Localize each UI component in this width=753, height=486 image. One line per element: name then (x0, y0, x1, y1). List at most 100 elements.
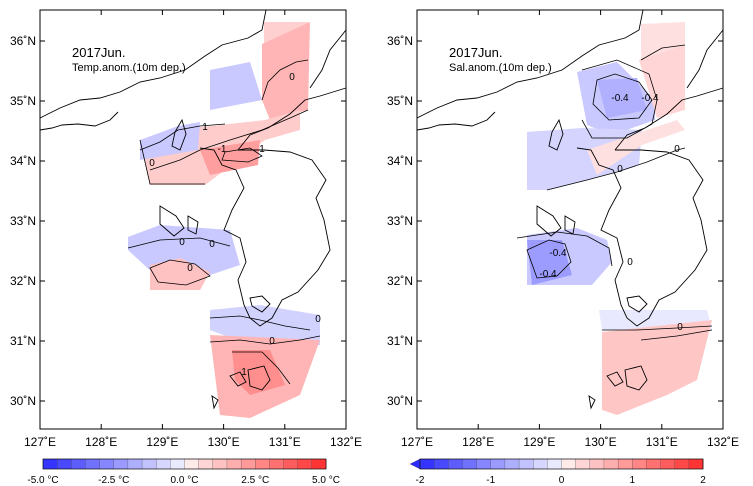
colorbar-swatch (490, 458, 506, 470)
lat-label: 32˚N (387, 274, 413, 288)
colorbar-swatch (617, 458, 633, 470)
lat-label: 36˚N (387, 34, 413, 48)
colorbar-swatch (255, 458, 270, 470)
lat-label: 30˚N (10, 394, 36, 408)
colorbar-swatch (226, 458, 242, 470)
lat-label: 36˚N (10, 34, 36, 48)
colorbar-arrow (409, 458, 421, 470)
contour-line (526, 239, 572, 279)
contour-lines (127, 59, 321, 385)
contour-line (516, 231, 613, 267)
contour-label: 0 (674, 144, 680, 155)
lat-label: 34˚N (387, 154, 413, 168)
contour-label: 0 (627, 257, 633, 268)
colorbar-swatch (71, 458, 86, 470)
contour-lines (516, 44, 713, 341)
contour-label: 0 (289, 72, 295, 83)
colorbar-frame (42, 458, 327, 470)
lon-label: 132˚E (330, 435, 362, 449)
contour-label: 1 (202, 122, 208, 133)
contour-label: 1 (259, 144, 265, 155)
coastline-segment (229, 371, 247, 387)
salinity-anomaly-map: -0.4 -0.4 0 0 0 -0.4 -0.4 0 127˚E 128˚E 129˚E 130˚… (377, 0, 753, 486)
lat-label: 33˚N (387, 214, 413, 228)
temperature-anomaly-map: 0 1 0 -1 0 0 0 0 0 1 1 127˚E 128˚E 129˚E 130˚E 131˚E 13… (0, 0, 376, 486)
colorbar-label: -5.0 °C (27, 475, 58, 486)
colorbar-swatch (533, 458, 548, 470)
colorbar-label: -1 (486, 475, 495, 486)
colorbar-swatch (575, 458, 591, 470)
contour-line (221, 147, 263, 163)
contour-label: -0.4 (641, 93, 659, 104)
colorbar-swatch (99, 458, 115, 470)
colorbar-swatch (198, 458, 214, 470)
lat-label: 31˚N (387, 334, 413, 348)
contour-label: 0 (179, 237, 185, 248)
lon-label: 129˚E (523, 435, 555, 449)
coastline-segment (249, 295, 271, 313)
coastline-segment (416, 9, 644, 119)
contour-line (139, 123, 226, 151)
colorbar-swatch (476, 458, 492, 470)
contour-label: -0.4 (539, 269, 557, 280)
colorbar-label: 0.0 °C (171, 475, 199, 486)
contour-line (546, 147, 686, 191)
colorbar-swatch (547, 458, 562, 470)
coastline-segment (211, 395, 219, 410)
colorbar-swatch (434, 458, 449, 470)
colorbar-swatch (311, 458, 327, 470)
coastline-segment (548, 118, 564, 151)
colorbar-label: 2 (700, 475, 706, 486)
lon-label: 131˚E (646, 435, 678, 449)
coastline-segment (237, 87, 347, 151)
colorbar-swatch (462, 458, 478, 470)
colorbar-swatch (448, 458, 463, 470)
contour-label: 1 (241, 367, 247, 378)
contour-labels: -0.4 -0.4 0 0 0 -0.4 -0.4 0 (539, 93, 683, 333)
coastline-segment (606, 371, 624, 387)
colorbar-label: -2.5 °C (98, 475, 129, 486)
colorbar: -2 -1 0 1 2 (409, 458, 706, 486)
contour-label: 0 (617, 164, 623, 175)
lat-label: 34˚N (10, 154, 36, 168)
colorbar-swatch (127, 458, 143, 470)
lon-label: 130˚E (208, 435, 240, 449)
coastline-segment (39, 111, 119, 131)
temperature-map-canvas: 0 1 0 -1 0 0 0 0 0 1 1 127˚E 128˚E 129˚E 130˚E 131˚E 13… (10, 9, 362, 486)
map-frame (39, 9, 347, 430)
lon-label: 132˚E (707, 435, 739, 449)
coastline (416, 9, 724, 410)
coastline-segment (171, 118, 187, 151)
map-title: 2017Jun. (449, 45, 503, 60)
colorbar-label: -2 (416, 475, 425, 486)
colorbar-swatch (240, 458, 256, 470)
colorbar-swatch (113, 458, 129, 470)
map-title: 2017Jun. (72, 45, 126, 60)
contour-line (261, 59, 309, 101)
coastline-segment (39, 9, 267, 119)
contour-label: 0 (269, 336, 275, 347)
lon-label: 130˚E (585, 435, 617, 449)
coastline-segment (626, 295, 648, 313)
colorbar-swatch (269, 458, 284, 470)
colorbar-swatch (184, 458, 200, 470)
lon-label: 127˚E (401, 435, 433, 449)
colorbar-swatch (561, 458, 577, 470)
colorbar-swatch (632, 458, 647, 470)
contour-labels: 0 1 0 -1 0 0 0 0 0 1 1 (149, 72, 321, 378)
colorbar-swatch (141, 458, 157, 470)
colorbar-label: 1 (629, 475, 635, 486)
colorbar-swatch (283, 458, 299, 470)
lon-label: 129˚E (146, 435, 178, 449)
colorbar-swatch (212, 458, 228, 470)
contour-label: 0 (209, 239, 215, 250)
colorbar-swatch (660, 458, 676, 470)
colorbar-swatch (674, 458, 690, 470)
contour-line (592, 73, 653, 121)
colorbar-swatch (57, 458, 72, 470)
colorbar-swatch (589, 458, 605, 470)
contour-line (581, 59, 658, 139)
contour-line (139, 139, 205, 185)
colorbar-swatch (156, 458, 171, 470)
